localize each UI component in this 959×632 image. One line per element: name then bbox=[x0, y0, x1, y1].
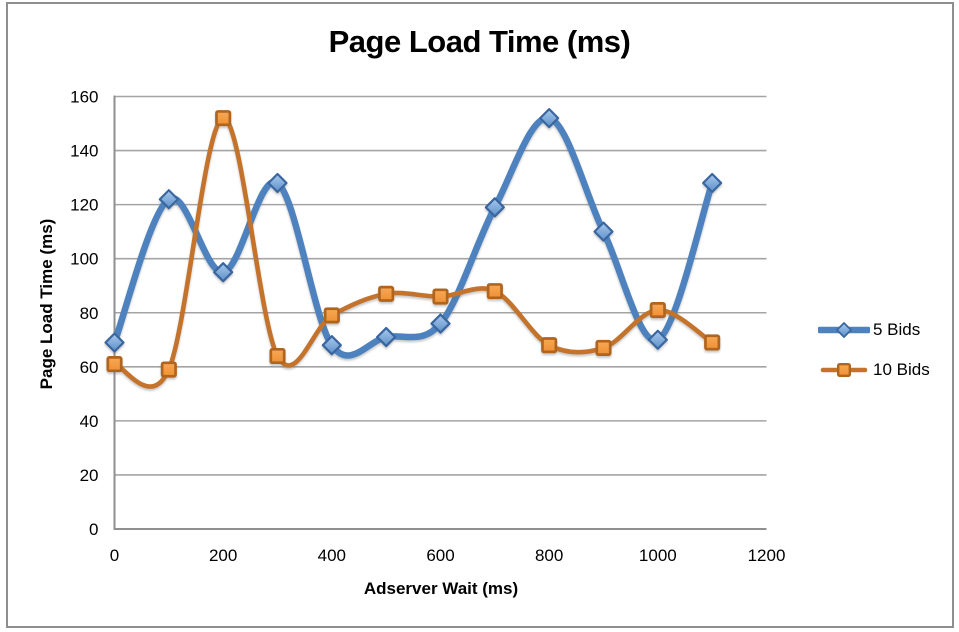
legend-swatch-10-bids-icon bbox=[820, 362, 868, 378]
legend-item-10-bids: 10 Bids bbox=[818, 358, 930, 382]
y-tick-label: 40 bbox=[80, 412, 99, 431]
series-marker-square bbox=[106, 356, 123, 373]
x-tick-label: 800 bbox=[535, 546, 563, 565]
legend-label: 5 Bids bbox=[873, 320, 921, 339]
series-marker-diamond bbox=[593, 221, 614, 242]
series-10-bids bbox=[106, 110, 721, 389]
y-tick-label: 80 bbox=[80, 304, 99, 323]
series-marker-diamond bbox=[158, 189, 179, 210]
y-tick-label: 20 bbox=[80, 466, 99, 485]
y-tick-label: 100 bbox=[70, 250, 98, 269]
series-marker-square bbox=[160, 361, 177, 378]
x-tick-label: 200 bbox=[209, 546, 237, 565]
y-tick-label: 120 bbox=[70, 196, 98, 215]
series-marker-diamond bbox=[213, 262, 234, 283]
series-marker-square bbox=[432, 288, 449, 305]
series-marker-diamond bbox=[376, 326, 397, 348]
series-5-bids bbox=[104, 108, 723, 359]
legend-swatch-5-bids-icon bbox=[818, 322, 870, 338]
series-marker-diamond bbox=[267, 172, 288, 194]
series-marker-diamond bbox=[836, 322, 852, 338]
y-tick-label: 140 bbox=[70, 142, 98, 161]
series-marker-square bbox=[269, 347, 286, 365]
series-marker-square bbox=[837, 362, 852, 378]
y-axis-title: Page Load Time (ms) bbox=[37, 218, 56, 390]
x-tick-label: 1000 bbox=[639, 546, 677, 565]
series-marker-square bbox=[704, 334, 721, 351]
series-marker-diamond bbox=[539, 108, 560, 129]
legend: 5 Bids 10 Bids bbox=[818, 318, 930, 398]
series-marker-square bbox=[649, 301, 666, 319]
chart-title: Page Load Time (ms) bbox=[328, 24, 631, 59]
x-axis-title: Adserver Wait (ms) bbox=[363, 579, 519, 598]
series-marker-square bbox=[595, 339, 612, 356]
series-marker-diamond bbox=[430, 313, 451, 334]
series-marker-diamond bbox=[647, 329, 668, 350]
y-tick-label: 60 bbox=[80, 358, 99, 377]
x-tick-label: 1200 bbox=[748, 546, 786, 565]
series-marker-square bbox=[378, 285, 395, 302]
series-marker-square bbox=[541, 337, 558, 354]
legend-item-5-bids: 5 Bids bbox=[818, 318, 930, 342]
series-marker-square bbox=[215, 110, 232, 127]
series-line-5-bids bbox=[111, 114, 716, 359]
series-marker-square bbox=[323, 307, 340, 324]
x-tick-label: 600 bbox=[426, 546, 454, 565]
series-marker-diamond bbox=[702, 172, 723, 194]
legend-label: 10 Bids bbox=[873, 360, 930, 379]
y-tick-label: 160 bbox=[70, 88, 98, 107]
series-marker-diamond bbox=[321, 335, 342, 356]
series-marker-diamond bbox=[104, 332, 125, 353]
x-tick-label: 400 bbox=[318, 546, 346, 565]
chart-border-frame bbox=[6, 2, 954, 628]
series-marker-diamond bbox=[484, 197, 505, 218]
y-tick-label: 0 bbox=[89, 520, 98, 539]
series-marker-square bbox=[486, 283, 503, 300]
x-tick-label: 0 bbox=[110, 546, 119, 565]
